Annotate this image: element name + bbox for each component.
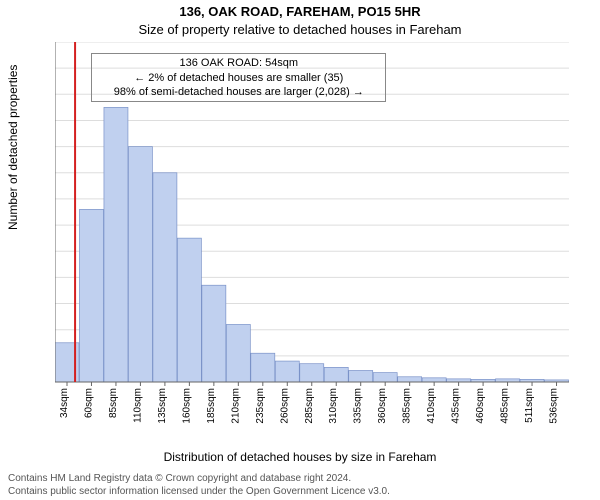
histogram-bar <box>226 324 250 382</box>
svg-text:185sqm: 185sqm <box>206 388 217 424</box>
histogram-bar <box>128 147 152 382</box>
svg-text:34sqm: 34sqm <box>59 388 70 418</box>
plot-area: 0501001502002503003504004505005506006503… <box>55 42 575 422</box>
svg-text:310sqm: 310sqm <box>328 388 339 424</box>
y-axis-label: Number of detached properties <box>6 65 20 230</box>
annotation-line: ← 2% of detached houses are smaller (35) <box>98 71 379 85</box>
annotation-line: 136 OAK ROAD: 54sqm <box>98 56 379 70</box>
svg-text:335sqm: 335sqm <box>353 388 364 424</box>
svg-text:536sqm: 536sqm <box>549 388 560 424</box>
annotation-box: 136 OAK ROAD: 54sqm← 2% of detached hous… <box>91 53 386 102</box>
histogram-bar <box>104 107 128 382</box>
histogram-bar <box>398 377 422 382</box>
x-axis-label: Distribution of detached houses by size … <box>0 450 600 464</box>
svg-text:485sqm: 485sqm <box>500 388 511 424</box>
svg-text:511sqm: 511sqm <box>524 388 535 423</box>
svg-text:360sqm: 360sqm <box>377 388 388 424</box>
svg-text:135sqm: 135sqm <box>157 388 168 424</box>
histogram-bar <box>324 367 348 382</box>
svg-text:260sqm: 260sqm <box>279 388 290 424</box>
histogram-bar <box>422 378 446 382</box>
svg-text:235sqm: 235sqm <box>255 388 266 424</box>
title-sub: Size of property relative to detached ho… <box>0 22 600 37</box>
histogram-bar <box>373 373 397 382</box>
svg-text:385sqm: 385sqm <box>402 388 413 424</box>
svg-text:85sqm: 85sqm <box>108 388 119 418</box>
footer-text: Contains HM Land Registry data © Crown c… <box>8 473 390 498</box>
chart-container: 136, OAK ROAD, FAREHAM, PO15 5HR Size of… <box>0 0 600 500</box>
footer-line2: Contains public sector information licen… <box>8 486 390 499</box>
svg-text:285sqm: 285sqm <box>304 388 315 424</box>
svg-text:60sqm: 60sqm <box>83 388 94 418</box>
footer-line1: Contains HM Land Registry data © Crown c… <box>8 473 390 486</box>
title-main: 136, OAK ROAD, FAREHAM, PO15 5HR <box>0 4 600 19</box>
histogram-bar <box>300 364 324 382</box>
histogram-bar <box>177 238 201 382</box>
svg-text:110sqm: 110sqm <box>132 388 143 423</box>
histogram-bar <box>275 361 299 382</box>
svg-text:160sqm: 160sqm <box>181 388 192 424</box>
svg-text:410sqm: 410sqm <box>426 388 437 424</box>
histogram-bar <box>202 285 226 382</box>
histogram-bar <box>251 353 275 382</box>
histogram-bar <box>79 209 103 382</box>
histogram-bar <box>349 370 373 382</box>
svg-text:210sqm: 210sqm <box>230 388 241 424</box>
svg-text:435sqm: 435sqm <box>451 388 462 424</box>
svg-text:460sqm: 460sqm <box>475 388 486 424</box>
histogram-bar <box>153 173 177 382</box>
annotation-line: 98% of semi-detached houses are larger (… <box>98 85 379 99</box>
